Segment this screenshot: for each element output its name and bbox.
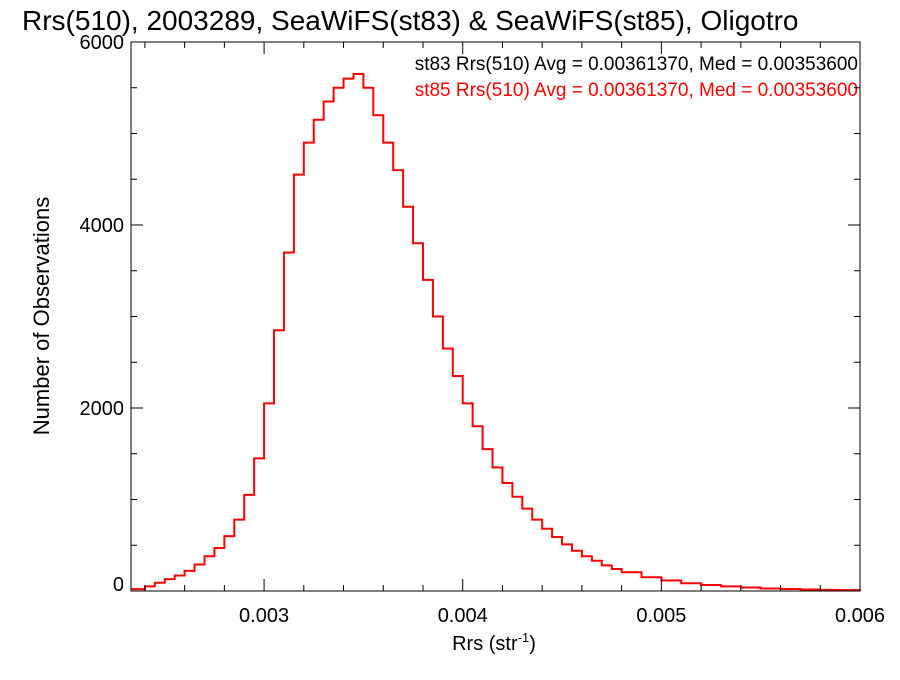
y-tick-label: 4000 xyxy=(80,215,125,237)
x-tick-label: 0.004 xyxy=(438,605,488,627)
x-tick-label: 0.006 xyxy=(835,605,885,627)
x-axis-label-close: ) xyxy=(529,633,536,655)
annotation-st83: st83 Rrs(510) Avg = 0.00361370, Med = 0.… xyxy=(415,54,858,75)
y-axis-label: Number of Observations xyxy=(29,197,54,435)
stats-annotations: st83 Rrs(510) Avg = 0.00361370, Med = 0.… xyxy=(415,54,858,101)
plot-area: 0.003 0.004 0.005 0.006 0 2000 4000 6000 xyxy=(80,32,886,627)
y-tick-label: 0 xyxy=(113,574,124,596)
chart-title: Rrs(510), 2003289, SeaWiFS(st83) & SeaWi… xyxy=(22,5,799,36)
x-tick-label: 0.003 xyxy=(239,605,289,627)
x-axis-label-main: Rrs (str xyxy=(452,633,518,655)
x-axis-label-superscript: -1 xyxy=(518,630,530,645)
annotation-st85: st85 Rrs(510) Avg = 0.00361370, Med = 0.… xyxy=(415,80,858,101)
histogram-series-0 xyxy=(131,73,861,592)
y-tick-label: 6000 xyxy=(80,32,125,54)
x-tick-label: 0.005 xyxy=(636,605,686,627)
x-axis-label: Rrs (str-1) xyxy=(452,630,536,655)
plot-frame xyxy=(130,41,861,592)
y-tick-label: 2000 xyxy=(80,398,125,420)
